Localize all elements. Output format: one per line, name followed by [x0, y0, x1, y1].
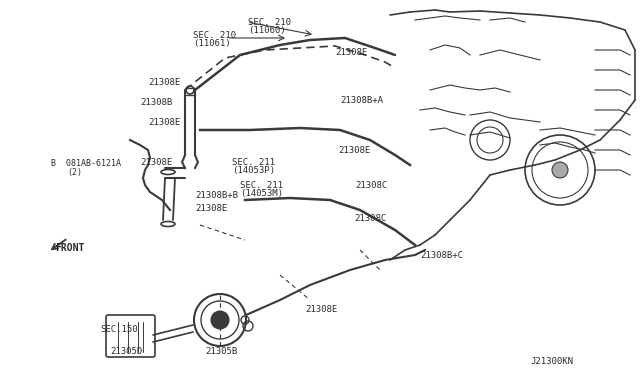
FancyBboxPatch shape: [106, 315, 155, 357]
Ellipse shape: [211, 311, 229, 329]
Text: 21308B: 21308B: [140, 97, 172, 106]
Text: 21308B+A: 21308B+A: [340, 96, 383, 105]
Text: (2): (2): [67, 167, 82, 176]
Text: 21308E: 21308E: [305, 305, 337, 314]
Text: SEC.150: SEC.150: [100, 326, 138, 334]
Text: 21305D: 21305D: [110, 347, 142, 356]
Text: 21308B+B: 21308B+B: [195, 190, 238, 199]
Text: SEC. 211: SEC. 211: [232, 157, 275, 167]
Text: 21308E: 21308E: [195, 203, 227, 212]
Text: 21308E: 21308E: [335, 48, 367, 57]
Text: 21308C: 21308C: [355, 180, 387, 189]
Text: SEC. 210: SEC. 210: [193, 31, 236, 39]
Text: B  081AB-6121A: B 081AB-6121A: [51, 158, 121, 167]
Circle shape: [552, 162, 568, 178]
Text: 21308B+C: 21308B+C: [420, 250, 463, 260]
Text: FRONT: FRONT: [55, 243, 84, 253]
Text: SEC. 210: SEC. 210: [248, 17, 291, 26]
Text: 21308E: 21308E: [338, 145, 371, 154]
Text: 21308E: 21308E: [148, 77, 180, 87]
Text: (14053P): (14053P): [232, 166, 275, 174]
Text: (11060): (11060): [248, 26, 285, 35]
Text: (14053M): (14053M): [240, 189, 283, 198]
Text: (11061): (11061): [193, 38, 230, 48]
Text: 21308C: 21308C: [354, 214, 387, 222]
Text: SEC. 211: SEC. 211: [240, 180, 283, 189]
Text: 21305B: 21305B: [205, 347, 237, 356]
Text: J21300KN: J21300KN: [530, 357, 573, 366]
Text: 21308E: 21308E: [148, 118, 180, 126]
Text: 21308E: 21308E: [140, 157, 172, 167]
